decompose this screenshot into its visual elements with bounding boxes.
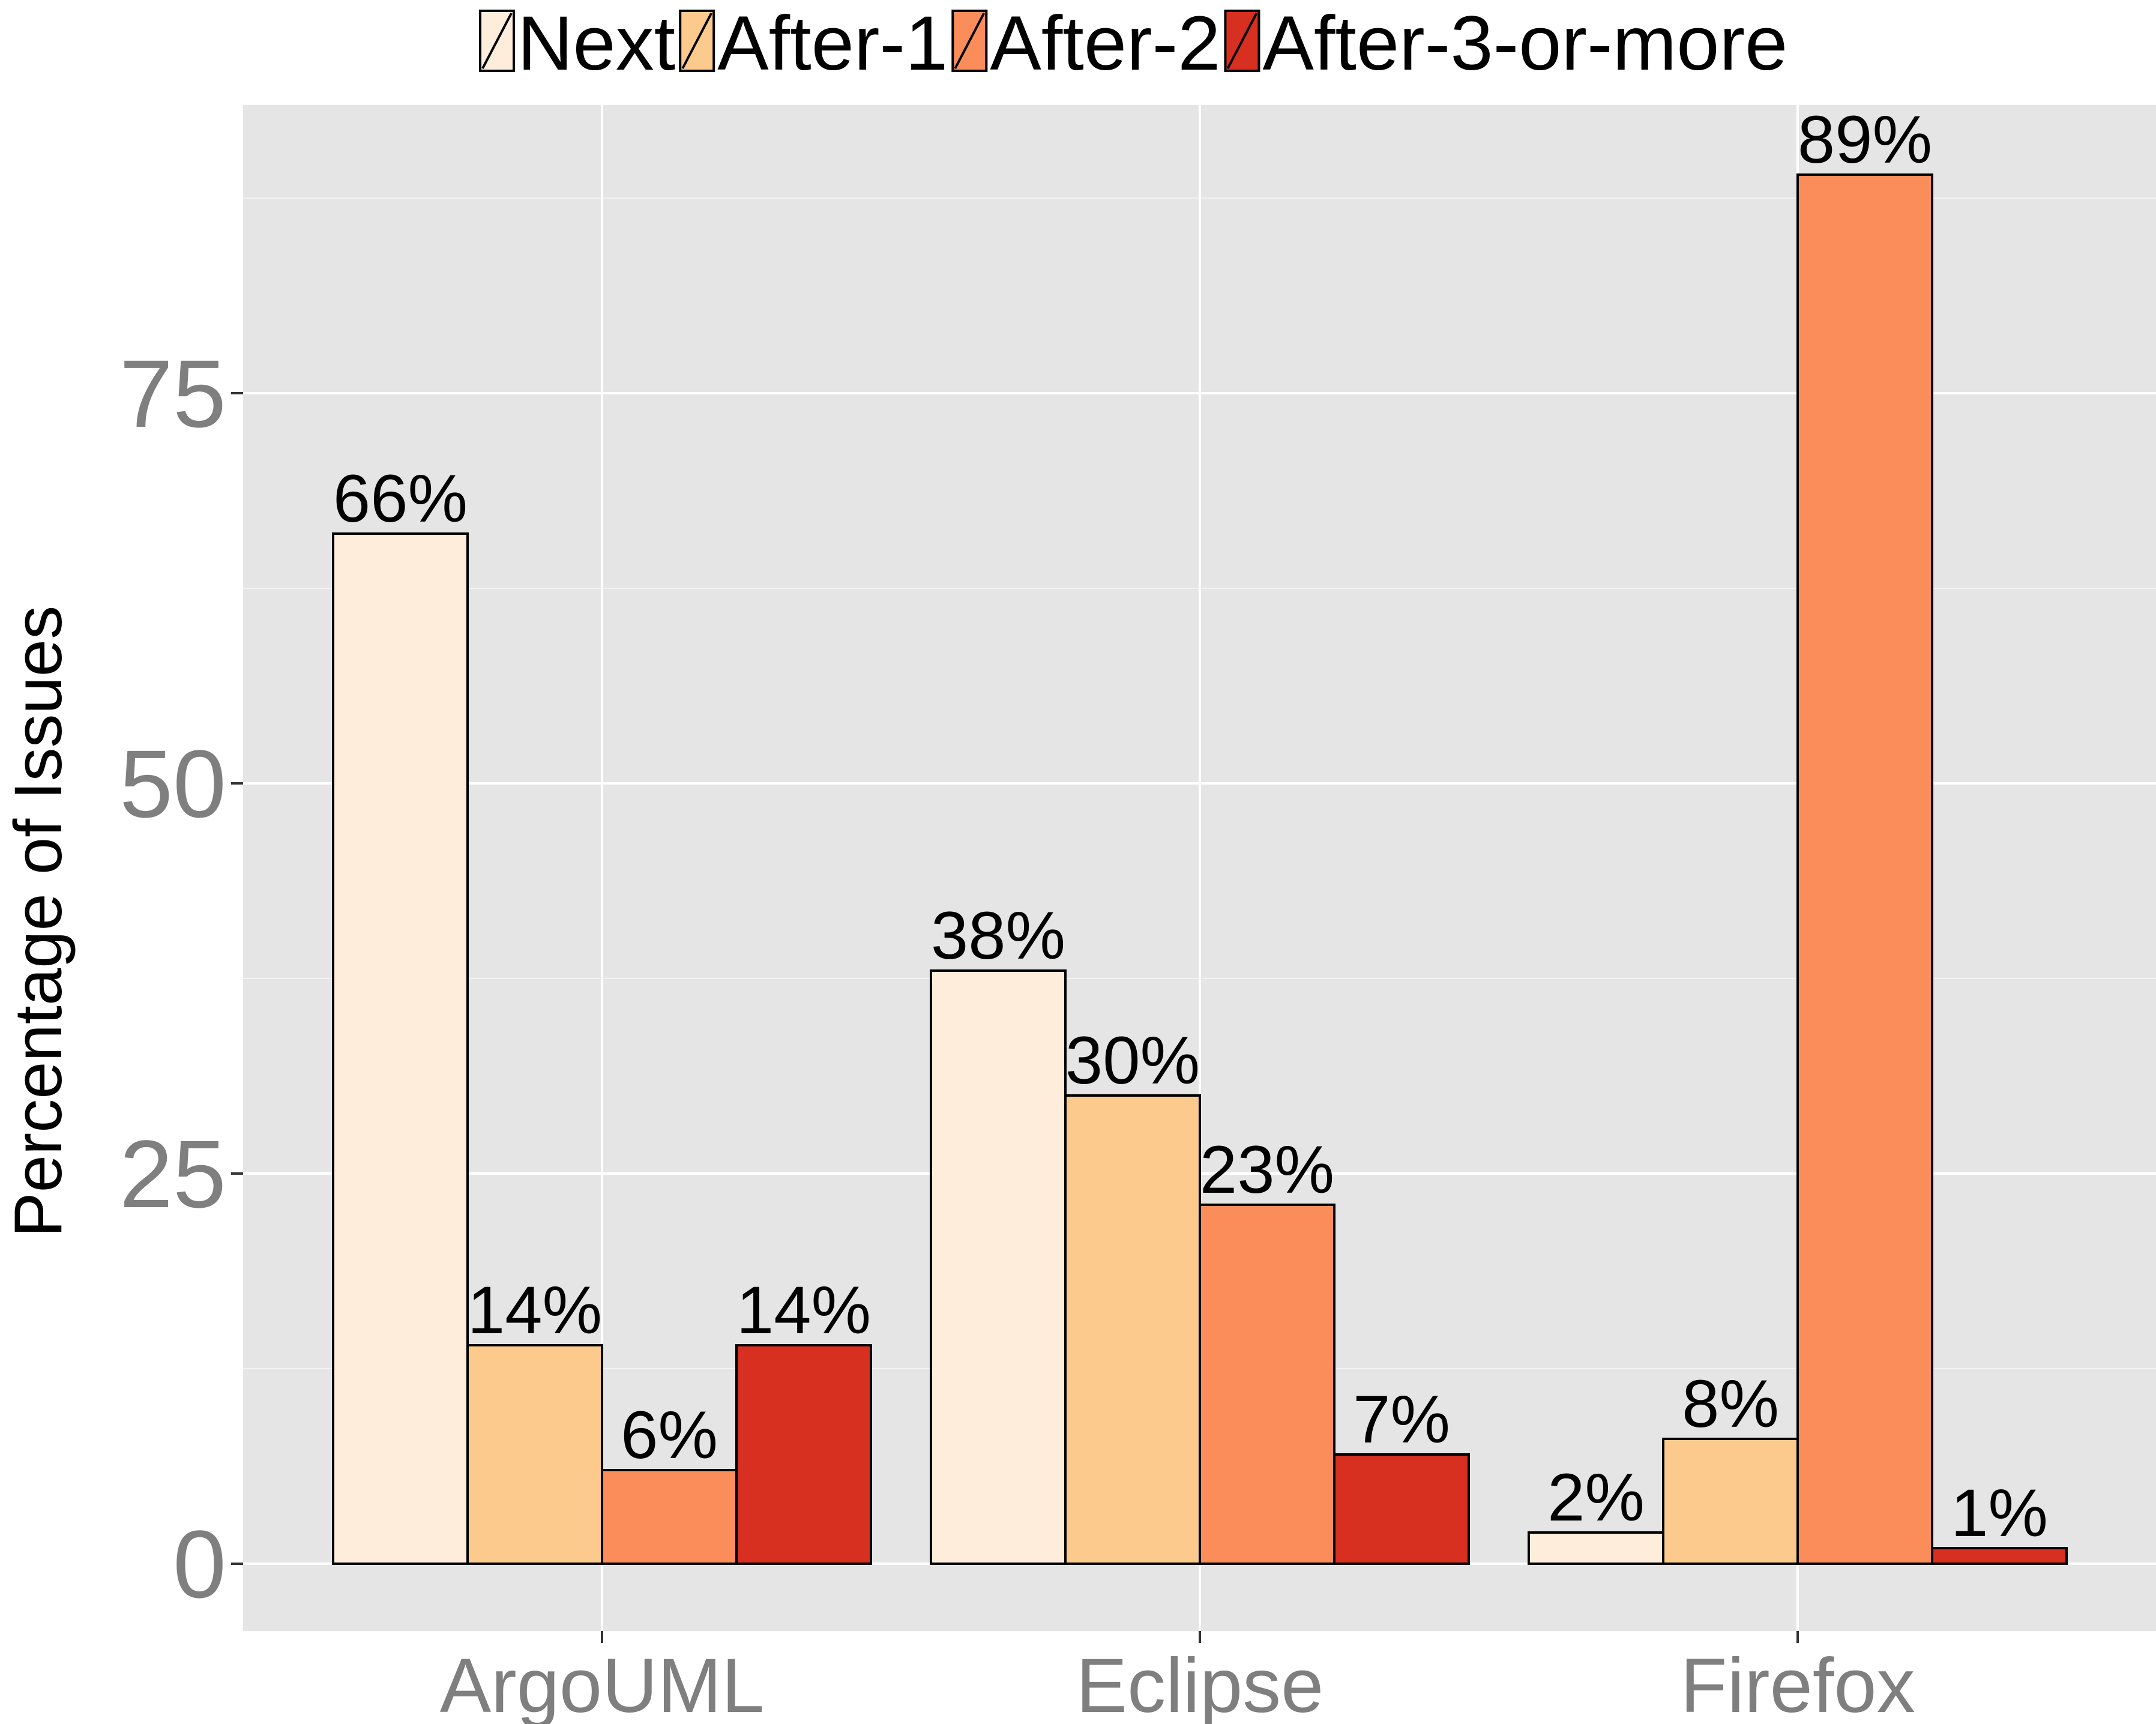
data-label: 89%	[1798, 102, 1932, 177]
y-tick-label: 25	[119, 1120, 226, 1228]
legend-label: After-1	[717, 1, 948, 86]
bar-after-1-firefox	[1662, 1438, 1799, 1565]
data-label: 7%	[1353, 1382, 1450, 1457]
data-label: 14%	[468, 1273, 602, 1348]
bar-after-3-or-more-firefox	[1931, 1547, 2068, 1565]
data-label: 6%	[621, 1397, 718, 1472]
legend-key-slash	[954, 13, 986, 69]
legend-label: Next	[517, 1, 675, 86]
x-tick-label: Eclipse	[1076, 1643, 1324, 1724]
legend-item-after-3-or-more: After-3-or-more	[1224, 1, 1787, 86]
legend-item-after-2: After-2	[951, 1, 1220, 86]
legend-key-slash	[481, 13, 513, 69]
bar-after-1-eclipse	[1064, 1094, 1201, 1565]
legend-key-slash	[1226, 13, 1258, 69]
legend-item-next: Next	[479, 1, 675, 86]
y-tick-label: 0	[173, 1510, 226, 1618]
data-label: 8%	[1682, 1366, 1779, 1441]
bar-after-3-or-more-eclipse	[1333, 1453, 1470, 1565]
y-axis-title: Percentage of Issues	[1, 606, 76, 1237]
axes: 0 25 50 75 ArgoUML Eclipse Firefox	[119, 340, 1915, 1724]
legend-item-after-1: After-1	[679, 1, 948, 86]
x-tick-label: Firefox	[1680, 1643, 1915, 1724]
data-label: 14%	[736, 1273, 871, 1348]
bar-next-argouml	[332, 532, 469, 1565]
bar-after-2-argouml	[601, 1469, 738, 1565]
bar-after-2-eclipse	[1199, 1204, 1335, 1565]
data-label: 1%	[1951, 1475, 2048, 1551]
legend-label: After-2	[990, 1, 1220, 86]
data-label: 23%	[1200, 1132, 1334, 1207]
legend-key-slash	[681, 13, 712, 69]
legend-label: After-3-or-more	[1262, 1, 1787, 86]
data-label: 38%	[931, 898, 1065, 973]
data-label: 30%	[1065, 1023, 1200, 1098]
data-label: 2%	[1547, 1460, 1645, 1535]
y-tick-label: 75	[119, 340, 226, 447]
legend: Next After-1 After-2 After-3-or-more	[479, 1, 1787, 86]
bars	[332, 173, 2068, 1565]
bar-after-1-argouml	[466, 1344, 603, 1565]
bar-after-2-firefox	[1796, 173, 1933, 1565]
data-label: 66%	[333, 461, 468, 536]
y-tick-label: 50	[119, 730, 226, 837]
bar-next-firefox	[1528, 1531, 1664, 1565]
x-tick-label: ArgoUML	[440, 1643, 765, 1724]
bar-next-eclipse	[930, 969, 1067, 1565]
bar-after-3-or-more-argouml	[735, 1344, 872, 1565]
data-labels: 66%14%6%14%38%30%23%7%2%8%89%1%	[333, 102, 2048, 1551]
